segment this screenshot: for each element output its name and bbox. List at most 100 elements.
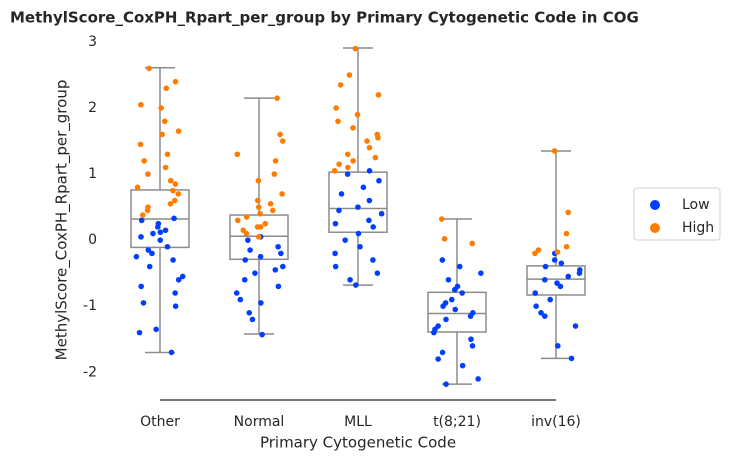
point <box>366 197 373 204</box>
point <box>257 253 264 260</box>
point <box>149 250 155 257</box>
point <box>568 355 575 362</box>
point <box>563 243 570 250</box>
point <box>243 214 250 220</box>
point <box>565 209 571 216</box>
point <box>262 220 269 227</box>
point <box>378 210 385 217</box>
y-tick-label: -1 <box>83 298 97 314</box>
point <box>271 171 278 177</box>
y-tick-label: 1 <box>88 166 97 182</box>
point <box>577 267 583 273</box>
point <box>370 224 376 230</box>
point <box>252 270 258 276</box>
y-tick-label: 2 <box>88 100 97 116</box>
point <box>153 326 159 333</box>
point <box>332 220 339 227</box>
point <box>172 303 179 310</box>
point <box>468 336 474 343</box>
point <box>171 197 178 204</box>
point <box>438 216 445 222</box>
y-tick-label: 3 <box>88 34 97 50</box>
point <box>532 290 539 296</box>
point <box>254 197 261 204</box>
point <box>134 184 141 191</box>
x-axis-label: Primary Cytogenetic Code <box>260 434 456 452</box>
point <box>375 92 382 98</box>
x-tick-label: Normal <box>234 414 285 430</box>
point <box>541 276 548 283</box>
point <box>535 247 542 253</box>
point <box>360 184 367 191</box>
point <box>279 191 285 197</box>
point <box>370 257 376 263</box>
x-tick-label: Other <box>140 414 180 430</box>
point <box>237 296 244 303</box>
point <box>353 282 359 288</box>
point <box>155 220 162 227</box>
point <box>445 276 452 283</box>
point <box>374 270 381 276</box>
point <box>171 215 177 222</box>
point <box>435 356 441 362</box>
point <box>146 65 152 72</box>
y-axis-label: MethylScore_CoxPH_Rpart_per_group <box>53 80 72 361</box>
point <box>572 323 579 329</box>
legend-marker <box>650 200 660 210</box>
point <box>432 326 438 333</box>
point <box>554 280 560 286</box>
point <box>138 283 144 290</box>
point <box>275 283 282 290</box>
point <box>333 105 339 111</box>
point <box>332 263 339 270</box>
point <box>164 243 171 250</box>
point <box>158 105 164 111</box>
point <box>376 177 382 184</box>
point <box>179 273 186 280</box>
point <box>551 257 558 263</box>
point <box>254 224 261 230</box>
point <box>150 230 156 237</box>
point <box>375 134 381 141</box>
y-tick-label: -2 <box>83 364 97 380</box>
point <box>442 300 449 306</box>
point <box>170 257 176 263</box>
point <box>336 207 342 214</box>
point <box>350 158 356 164</box>
point <box>337 82 344 88</box>
point <box>145 247 152 253</box>
point <box>452 306 459 313</box>
point <box>277 131 283 138</box>
point <box>138 101 144 108</box>
point <box>278 250 284 257</box>
point <box>164 151 171 158</box>
point <box>157 237 164 243</box>
legend-label: Low <box>682 197 710 213</box>
point <box>146 263 153 270</box>
point <box>279 138 286 144</box>
point <box>469 343 476 349</box>
point <box>138 217 145 224</box>
point <box>448 296 455 303</box>
point <box>162 164 169 171</box>
point <box>170 187 176 194</box>
point <box>141 158 147 164</box>
point <box>258 300 264 306</box>
box <box>427 291 487 333</box>
point <box>551 148 558 154</box>
point <box>234 217 241 224</box>
point <box>247 247 253 253</box>
x-tick-label: t(8;21) <box>433 414 481 430</box>
point <box>161 118 168 125</box>
legend-label: High <box>682 220 714 236</box>
point <box>338 191 345 197</box>
point <box>542 313 548 319</box>
point <box>459 290 465 296</box>
point <box>255 177 262 184</box>
point <box>172 78 179 85</box>
point <box>136 329 143 336</box>
point <box>355 204 361 210</box>
point <box>336 161 342 167</box>
point <box>269 207 276 214</box>
